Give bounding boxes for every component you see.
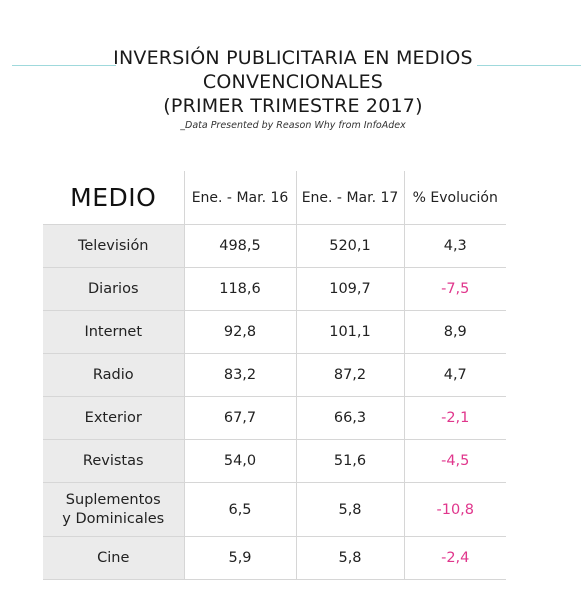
header-evolution: % Evolución bbox=[403, 171, 506, 225]
table-row: Televisión 498,5 520,1 4,3 bbox=[43, 224, 506, 268]
table-row: Exterior 67,7 66,3 -2,1 bbox=[43, 396, 506, 440]
row-label: Suplementos y Dominicales bbox=[43, 482, 184, 537]
cell-evolution: -2,1 bbox=[403, 396, 506, 440]
header-q1-2016: Ene. - Mar. 16 bbox=[183, 171, 296, 225]
source-credit: _Data Presented by Reason Why from InfoA… bbox=[180, 120, 406, 131]
cell-evolution: 8,9 bbox=[403, 310, 506, 354]
cell-q1-2016: 498,5 bbox=[183, 224, 296, 268]
row-label-line-2: y Dominicales bbox=[62, 510, 165, 527]
table-row: Cine 5,9 5,8 -2,4 bbox=[43, 536, 506, 580]
cell-q1-2017: 520,1 bbox=[295, 224, 404, 268]
cell-q1-2017: 101,1 bbox=[295, 310, 404, 354]
cell-q1-2016: 67,7 bbox=[183, 396, 296, 440]
cell-q1-2017: 51,6 bbox=[295, 439, 404, 483]
row-label: Exterior bbox=[43, 396, 184, 440]
table-row: Revistas 54,0 51,6 -4,5 bbox=[43, 439, 506, 483]
title-line-2: CONVENCIONALES bbox=[202, 70, 384, 93]
row-label-line-1: Suplementos bbox=[65, 491, 161, 508]
cell-q1-2016: 6,5 bbox=[183, 482, 296, 537]
cell-q1-2017: 109,7 bbox=[295, 267, 404, 311]
row-label: Internet bbox=[43, 310, 184, 354]
cell-q1-2016: 54,0 bbox=[183, 439, 296, 483]
table-row: Radio 83,2 87,2 4,7 bbox=[43, 353, 506, 397]
cell-q1-2016: 92,8 bbox=[183, 310, 296, 354]
cell-q1-2016: 118,6 bbox=[183, 267, 296, 311]
row-label: Revistas bbox=[43, 439, 184, 483]
cell-evolution: 4,3 bbox=[403, 224, 506, 268]
cell-q1-2016: 83,2 bbox=[183, 353, 296, 397]
title-line-1: INVERSIÓN PUBLICITARIA EN MEDIOS bbox=[113, 46, 473, 69]
cell-q1-2016: 5,9 bbox=[183, 536, 296, 580]
cell-q1-2017: 66,3 bbox=[295, 396, 404, 440]
header-medio: MEDIO bbox=[43, 171, 184, 225]
investment-table: MEDIO Ene. - Mar. 16 Ene. - Mar. 17 % Ev… bbox=[43, 171, 506, 580]
cell-q1-2017: 5,8 bbox=[295, 536, 404, 580]
cell-evolution: -10,8 bbox=[403, 482, 506, 537]
cell-q1-2017: 5,8 bbox=[295, 482, 404, 537]
row-label: Radio bbox=[43, 353, 184, 397]
row-label: Cine bbox=[43, 536, 184, 580]
row-label: Televisión bbox=[43, 224, 184, 268]
title-line-3: (PRIMER TRIMESTRE 2017) bbox=[163, 94, 423, 117]
decorative-line-right bbox=[477, 65, 581, 66]
cell-evolution: -2,4 bbox=[403, 536, 506, 580]
page-title: INVERSIÓN PUBLICITARIA EN MEDIOS CONVENC… bbox=[0, 46, 586, 118]
table-row: Suplementos y Dominicales 6,5 5,8 -10,8 bbox=[43, 482, 506, 537]
table-row: Internet 92,8 101,1 8,9 bbox=[43, 310, 506, 354]
cell-evolution: -7,5 bbox=[403, 267, 506, 311]
decorative-line-left bbox=[12, 65, 116, 66]
table-row: Diarios 118,6 109,7 -7,5 bbox=[43, 267, 506, 311]
header-q1-2017: Ene. - Mar. 17 bbox=[295, 171, 404, 225]
cell-q1-2017: 87,2 bbox=[295, 353, 404, 397]
table-header-row: MEDIO Ene. - Mar. 16 Ene. - Mar. 17 % Ev… bbox=[43, 171, 506, 225]
cell-evolution: -4,5 bbox=[403, 439, 506, 483]
cell-evolution: 4,7 bbox=[403, 353, 506, 397]
row-label: Diarios bbox=[43, 267, 184, 311]
